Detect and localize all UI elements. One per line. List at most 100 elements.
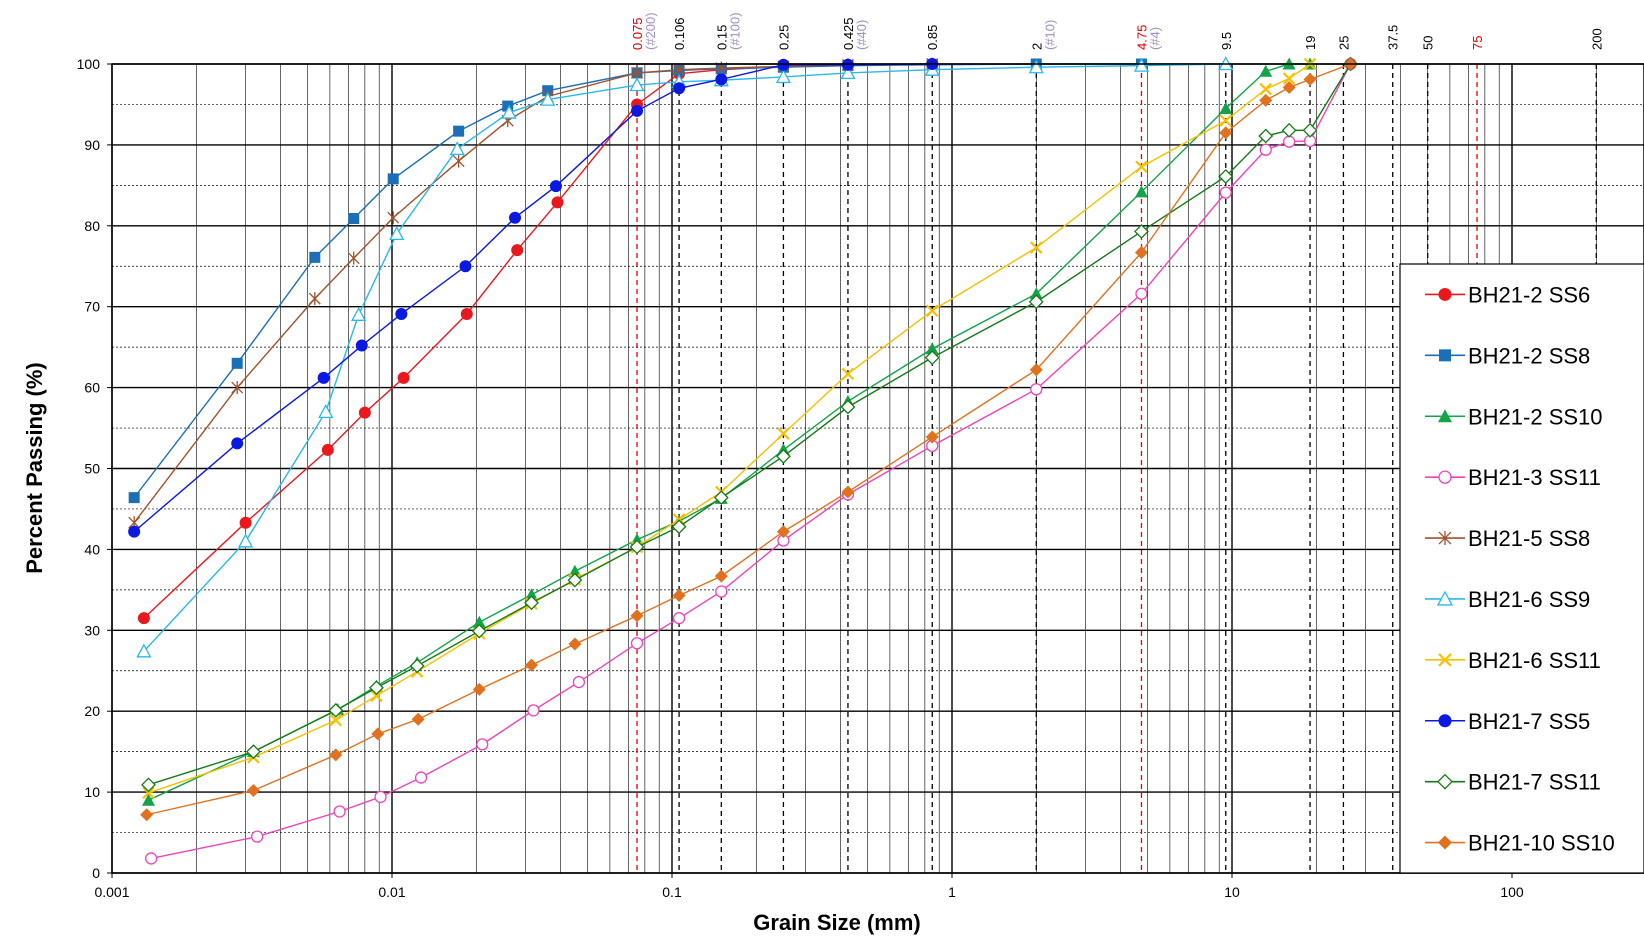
sieve-label: 2 (1029, 43, 1044, 50)
data-point (1134, 185, 1148, 198)
y-tick-label: 60 (84, 380, 100, 396)
legend-label: BH21-2 SS10 (1468, 404, 1603, 429)
data-point (1028, 59, 1044, 74)
data-point (308, 292, 321, 306)
data-point (140, 808, 154, 822)
data-point (1219, 186, 1232, 199)
data-point (1259, 93, 1273, 107)
data-point (1029, 363, 1043, 377)
data-point (136, 643, 152, 658)
data-point (1258, 128, 1274, 144)
data-point (472, 682, 486, 696)
data-point (1439, 349, 1451, 362)
sieve-sublabel: (#100) (727, 12, 742, 50)
data-point (246, 744, 261, 760)
sieve-label: 37.5 (1386, 25, 1401, 50)
series-line (148, 63, 1311, 801)
data-point (1219, 101, 1233, 114)
data-point (453, 125, 465, 137)
data-point (1438, 714, 1452, 728)
data-point (251, 830, 264, 843)
data-point (128, 492, 140, 504)
y-tick-label: 50 (84, 461, 100, 477)
data-point (374, 790, 387, 804)
data-point (317, 371, 330, 384)
series-line (148, 63, 1311, 794)
y-tick-label: 80 (84, 218, 100, 234)
data-point (309, 251, 321, 263)
legend-label: BH21-3 SS11 (1468, 465, 1601, 490)
data-point (841, 58, 854, 71)
sieve-label: 75 (1470, 36, 1485, 50)
data-point (389, 226, 405, 241)
legend-item: BH21-2 SS6 (1425, 282, 1590, 307)
legend-label: BH21-7 SS11 (1468, 770, 1601, 795)
data-point (511, 244, 524, 257)
data-point (231, 437, 244, 450)
sieve-label: 25 (1336, 36, 1351, 50)
data-point (329, 748, 343, 762)
legend-label: BH21-7 SS5 (1468, 709, 1590, 734)
y-tick-label: 10 (84, 784, 100, 800)
data-point (387, 173, 399, 185)
data-point (630, 609, 644, 623)
data-point (1218, 169, 1234, 184)
data-point (673, 82, 686, 95)
y-tick-label: 30 (84, 622, 100, 638)
sieve-label: 4.75 (1134, 25, 1149, 50)
data-point (776, 448, 791, 464)
data-point (355, 339, 368, 352)
data-point (1438, 409, 1452, 423)
data-point (1259, 82, 1273, 96)
data-point (1133, 57, 1150, 72)
data-point (1134, 245, 1148, 259)
data-point (567, 572, 583, 588)
data-point (471, 623, 487, 639)
series-bh21-6-ss9 (136, 56, 1234, 658)
data-point (1135, 160, 1148, 174)
data-point (1281, 122, 1297, 138)
data-point (472, 615, 486, 628)
data-point (137, 612, 150, 625)
legend-label: BH21-6 SS9 (1468, 587, 1590, 612)
y-tick-label: 40 (84, 541, 100, 557)
data-point (672, 612, 686, 625)
sieve-label: 0.15 (714, 25, 729, 50)
x-tick-label: 1 (948, 884, 956, 900)
data-point (1029, 287, 1043, 300)
legend-label: BH21-6 SS11 (1468, 648, 1601, 673)
data-point (549, 180, 562, 193)
data-point (502, 100, 514, 112)
sieve-label: 50 (1421, 36, 1436, 50)
data-point (409, 658, 425, 674)
data-point (777, 58, 790, 71)
sieve-sublabel: (#40) (854, 20, 869, 50)
data-point (715, 585, 728, 598)
data-point (369, 680, 384, 696)
x-tick-label: 0.1 (662, 884, 682, 900)
data-point (525, 588, 539, 601)
data-point (1282, 72, 1296, 85)
data-point (348, 213, 360, 225)
legend-label: BH21-2 SS6 (1468, 282, 1590, 307)
data-point (525, 658, 539, 672)
y-axis-title: Percent Passing (%) (22, 362, 47, 574)
data-point (459, 260, 472, 273)
y-tick-label: 0 (92, 865, 100, 881)
data-point (714, 569, 728, 583)
data-point (351, 306, 367, 321)
data-point (925, 342, 939, 355)
data-point (238, 533, 254, 548)
series-line (133, 63, 1142, 499)
x-axis-title: Grain Size (mm) (753, 910, 920, 935)
data-point (1028, 294, 1044, 310)
data-point (145, 852, 158, 865)
legend: BH21-2 SS6 BH21-2 SS8 BH21-2 SS10 BH21-3 SS… (1399, 263, 1644, 874)
data-point (1219, 126, 1233, 140)
data-point (840, 65, 856, 80)
data-point (395, 307, 408, 320)
sieve-sublabel: (#200) (643, 12, 658, 50)
data-point (452, 154, 465, 168)
legend-item: BH21-5 SS8 (1425, 526, 1590, 551)
series-bh21-10-ss10 (140, 57, 1358, 822)
